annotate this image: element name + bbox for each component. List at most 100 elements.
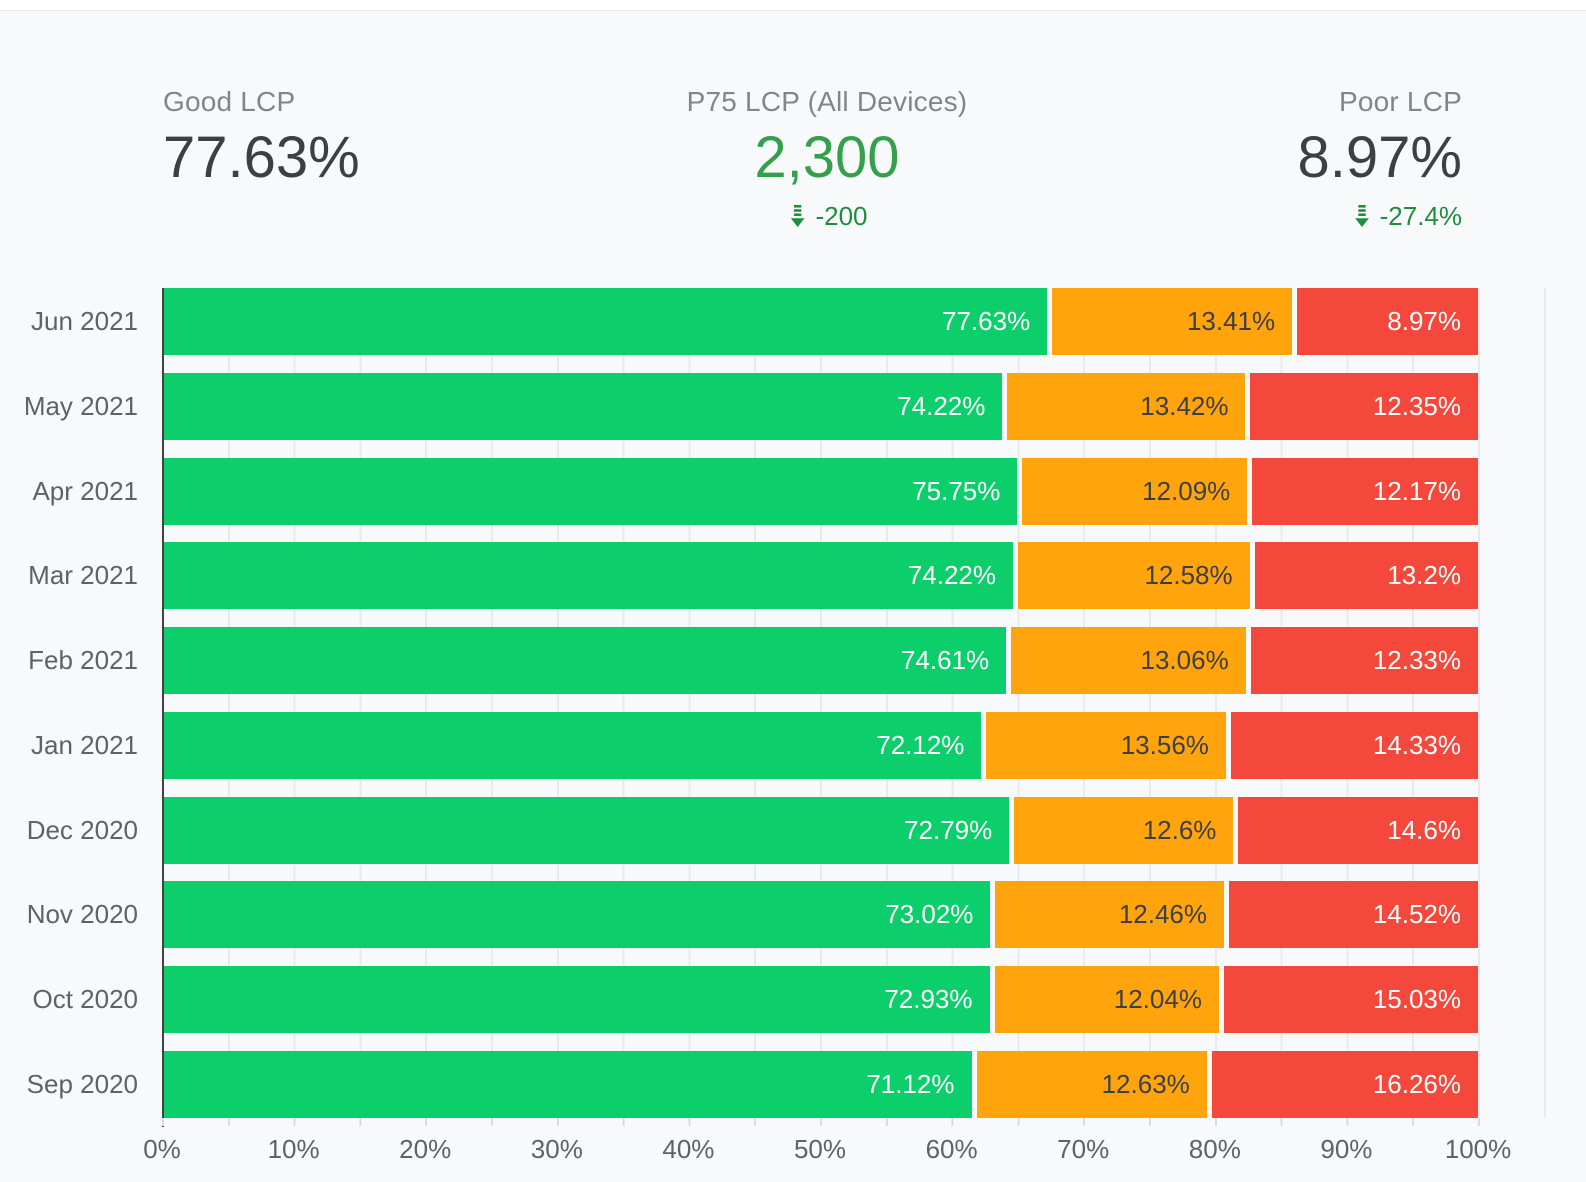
bar-segment-good[interactable]: 73.02% xyxy=(162,881,991,949)
bar-value-label: 77.63% xyxy=(942,306,1031,336)
bar-segment-needs-improvement[interactable]: 13.42% xyxy=(1007,372,1246,440)
y-axis-labels: Jun 2021 May 2021 Apr 2021 Mar 2021 Feb 2021… xyxy=(0,288,138,1118)
scorecard-label: Poor LCP xyxy=(1339,86,1462,117)
bar-segment-poor[interactable]: 12.17% xyxy=(1252,457,1479,525)
bar-segment-good[interactable]: 74.22% xyxy=(162,542,1014,610)
y-axis-label: Nov 2020 xyxy=(26,899,138,930)
bar-value-label: 8.97% xyxy=(1387,306,1461,336)
x-axis-tick-label: 80% xyxy=(1188,1134,1241,1164)
y-axis-label: Dec 2020 xyxy=(26,814,138,845)
x-axis-tick-label: 100% xyxy=(1444,1134,1512,1164)
bar-segment-needs-improvement[interactable]: 13.41% xyxy=(1052,288,1293,355)
bar-segment-needs-improvement[interactable]: 12.04% xyxy=(994,966,1219,1034)
bar-segment-needs-improvement[interactable]: 12.63% xyxy=(976,1050,1207,1118)
scorecard-good-lcp: Good LCP 77.63% xyxy=(163,86,360,189)
scorecard-value: 2,300 xyxy=(754,125,900,190)
y-axis-label: Apr 2021 xyxy=(32,475,138,506)
bar-row: 72.12% 13.56% 14.33% xyxy=(162,711,1479,779)
x-axis-tick-label: 90% xyxy=(1320,1134,1373,1164)
bar-segment-needs-improvement[interactable]: 12.46% xyxy=(995,881,1224,949)
bar-segment-poor[interactable]: 12.35% xyxy=(1250,372,1478,440)
bar-segment-good[interactable]: 72.93% xyxy=(162,966,990,1034)
x-axis-tick-label: 70% xyxy=(1057,1134,1110,1164)
bar-row: 73.02% 12.46% 14.52% xyxy=(162,881,1478,949)
bar-value-label: 14.6% xyxy=(1387,814,1461,845)
bar-value-label: 74.61% xyxy=(900,645,990,676)
bar-segment-poor[interactable]: 14.52% xyxy=(1229,881,1478,949)
scorecard-change: -200 xyxy=(687,201,968,232)
x-axis-labels: 0% 10% 20% 30% 40% 50% 60% 70% 80% 90% 100% xyxy=(143,1134,1511,1166)
chart-plot-area: 77.63% 13.41% 8.97% 74.22% 13.42% 12.35% 75.75… xyxy=(143,288,1586,1164)
bar-value-label: 74.22% xyxy=(907,560,997,591)
bar-value-label: 12.63% xyxy=(1101,1068,1190,1099)
bar-value-label: 75.75% xyxy=(912,475,1001,506)
bar-segment-poor[interactable]: 16.26% xyxy=(1211,1050,1478,1118)
bar-segment-good[interactable]: 74.22% xyxy=(162,372,1003,440)
bar-segment-poor[interactable]: 8.97% xyxy=(1297,288,1478,355)
bar-segment-needs-improvement[interactable]: 12.6% xyxy=(1014,796,1234,864)
scorecard-poor-lcp: Poor LCP 8.97% -27.4% xyxy=(1298,86,1462,232)
bar-segment-good[interactable]: 71.12% xyxy=(162,1050,972,1118)
bar-segment-poor[interactable]: 15.03% xyxy=(1223,966,1478,1034)
x-axis-tick-label: 10% xyxy=(267,1134,320,1164)
bar-segment-good[interactable]: 72.12% xyxy=(162,711,982,779)
x-axis-tick-label: 60% xyxy=(925,1134,978,1164)
y-axis-label: Sep 2020 xyxy=(26,1068,138,1099)
scorecard-value: 8.97% xyxy=(1297,125,1462,190)
x-axis-ticks xyxy=(162,1118,1482,1126)
bar-value-label: 15.03% xyxy=(1372,984,1461,1015)
scorecard-change: -27.4% xyxy=(1298,201,1462,232)
bar-row: 74.22% 13.42% 12.35% xyxy=(162,372,1478,440)
bar-value-label: 12.17% xyxy=(1372,475,1462,506)
scorecard-change-value: -27.4% xyxy=(1379,200,1462,231)
bar-value-label: 13.06% xyxy=(1140,645,1229,676)
bar-segment-needs-improvement[interactable]: 13.06% xyxy=(1011,627,1246,695)
bar-value-label: 13.2% xyxy=(1387,560,1461,591)
bar-value-label: 73.02% xyxy=(885,899,974,930)
bar-row: 71.12% 12.63% 16.26% xyxy=(162,1050,1478,1118)
scorecard-value: 77.63% xyxy=(163,125,360,190)
bar-row: 75.75% 12.09% 12.17% xyxy=(162,457,1479,525)
x-axis-tick-label: 30% xyxy=(530,1134,583,1164)
bar-segment-needs-improvement[interactable]: 12.58% xyxy=(1018,542,1250,610)
top-divider-strip xyxy=(0,0,1586,11)
bar-segment-poor[interactable]: 14.6% xyxy=(1238,796,1478,864)
bar-segment-poor[interactable]: 14.33% xyxy=(1230,711,1479,779)
y-axis-label: Feb 2021 xyxy=(28,645,138,676)
bar-segment-good[interactable]: 75.75% xyxy=(162,457,1018,525)
bar-value-label: 12.33% xyxy=(1372,645,1461,676)
bar-value-label: 12.04% xyxy=(1113,984,1202,1015)
x-axis-tick-label: 50% xyxy=(793,1134,847,1164)
y-axis-label: May 2021 xyxy=(23,390,138,421)
bar-segment-needs-improvement[interactable]: 13.56% xyxy=(986,711,1226,779)
scorecard-change-value: -200 xyxy=(815,200,868,231)
x-axis-tick-label: 0% xyxy=(143,1134,181,1164)
bar-segment-good[interactable]: 77.63% xyxy=(162,288,1048,355)
y-axis-label: Mar 2021 xyxy=(28,560,138,591)
bar-segment-poor[interactable]: 13.2% xyxy=(1254,542,1478,610)
bar-row: 74.61% 13.06% 12.33% xyxy=(162,627,1478,695)
bar-segment-good[interactable]: 74.61% xyxy=(162,627,1007,695)
y-axis-label: Jun 2021 xyxy=(31,306,138,336)
y-axis-line xyxy=(162,288,164,1127)
scorecard-header: Good LCP 77.63% P75 LCP (All Devices) 2,… xyxy=(0,86,1586,246)
bar-value-label: 72.93% xyxy=(884,984,973,1015)
bar-segment-needs-improvement[interactable]: 12.09% xyxy=(1022,457,1248,525)
bar-segment-good[interactable]: 72.79% xyxy=(162,796,1010,864)
bar-row: 72.93% 12.04% 15.03% xyxy=(162,966,1478,1034)
bar-row: 77.63% 13.41% 8.97% xyxy=(162,288,1478,355)
bar-segment-poor[interactable]: 12.33% xyxy=(1250,627,1478,695)
bar-value-label: 12.6% xyxy=(1142,814,1217,845)
bar-row: 72.79% 12.6% 14.6% xyxy=(162,796,1478,864)
x-axis-tick-label: 20% xyxy=(399,1134,452,1164)
bar-rows: 77.63% 13.41% 8.97% 74.22% 13.42% 12.35% 75.75… xyxy=(162,288,1479,1118)
bar-value-label: 72.12% xyxy=(876,729,965,760)
down-arrow-icon xyxy=(1351,204,1373,228)
bar-value-label: 13.56% xyxy=(1120,729,1209,760)
y-axis-label: Jan 2021 xyxy=(31,729,138,760)
bar-value-label: 72.79% xyxy=(904,814,993,845)
bar-value-label: 71.12% xyxy=(866,1068,955,1099)
bar-row: 74.22% 12.58% 13.2% xyxy=(162,542,1478,610)
bar-value-label: 13.41% xyxy=(1186,306,1276,336)
y-axis-label: Oct 2020 xyxy=(32,984,138,1015)
